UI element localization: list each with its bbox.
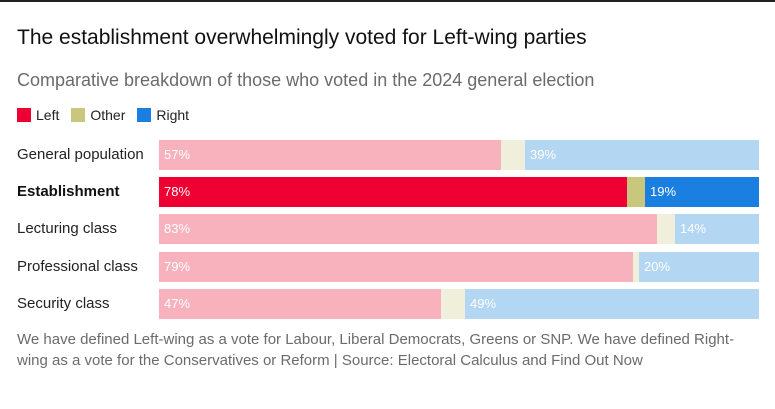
bar-segment-other bbox=[633, 252, 639, 282]
row-label-security-class: Security class bbox=[17, 295, 110, 312]
bar-segment-left bbox=[159, 177, 627, 207]
bar-segment-other bbox=[501, 140, 525, 170]
bar-segment-right bbox=[639, 252, 759, 282]
bar-establishment: 78% 19% bbox=[159, 177, 759, 207]
data-label-left: 79% bbox=[164, 259, 191, 274]
data-label-right: 20% bbox=[644, 259, 671, 274]
row-label-establishment: Establishment bbox=[17, 183, 120, 200]
row-label-professional-class: Professional class bbox=[17, 258, 138, 275]
legend-swatch-left bbox=[17, 108, 31, 122]
legend-item-right: Right bbox=[137, 107, 189, 123]
chart-subtitle: Comparative breakdown of those who voted… bbox=[17, 70, 595, 90]
legend-item-left: Left bbox=[17, 107, 59, 123]
chart-title: The establishment overwhelmingly voted f… bbox=[17, 26, 587, 49]
data-label-right: 19% bbox=[650, 184, 677, 199]
bar-segment-right bbox=[645, 177, 759, 207]
data-label-left: 47% bbox=[164, 296, 191, 311]
legend: Left Other Right bbox=[17, 107, 189, 123]
bar-segment-other bbox=[627, 177, 645, 207]
row-label-lecturing-class: Lecturing class bbox=[17, 220, 118, 237]
bar-segment-other bbox=[441, 289, 465, 319]
top-rule bbox=[0, 0, 775, 2]
data-label-right: 49% bbox=[470, 296, 497, 311]
data-label-left: 78% bbox=[164, 184, 191, 199]
row-label-general-population: General population bbox=[17, 146, 144, 163]
bar-segment-other bbox=[657, 214, 675, 244]
data-label-left: 57% bbox=[164, 147, 191, 162]
bar-segment-right bbox=[675, 214, 759, 244]
bar-segment-left bbox=[159, 252, 633, 282]
legend-label-left: Left bbox=[36, 107, 60, 123]
bar-segment-left bbox=[159, 214, 657, 244]
bar-segment-right bbox=[525, 140, 759, 170]
bar-segment-right bbox=[465, 289, 759, 319]
chart-footnote: We have defined Left-wing as a vote for … bbox=[17, 331, 735, 369]
bar-segment-left bbox=[159, 140, 501, 170]
bar-segment-left bbox=[159, 289, 441, 319]
data-label-right: 39% bbox=[530, 147, 557, 162]
bar-professional-class: 79% 20% bbox=[159, 252, 759, 282]
legend-label-right: Right bbox=[156, 107, 190, 123]
legend-item-other: Other bbox=[71, 107, 125, 123]
bar-general-population: 57% 39% bbox=[159, 140, 759, 170]
bar-lecturing-class: 83% 14% bbox=[159, 214, 759, 244]
data-label-left: 83% bbox=[164, 221, 191, 236]
legend-swatch-other bbox=[71, 108, 86, 122]
bar-security-class: 47% 49% bbox=[159, 289, 759, 319]
data-label-right: 14% bbox=[680, 221, 707, 236]
legend-label-other: Other bbox=[90, 107, 126, 123]
legend-swatch-right bbox=[137, 108, 152, 122]
